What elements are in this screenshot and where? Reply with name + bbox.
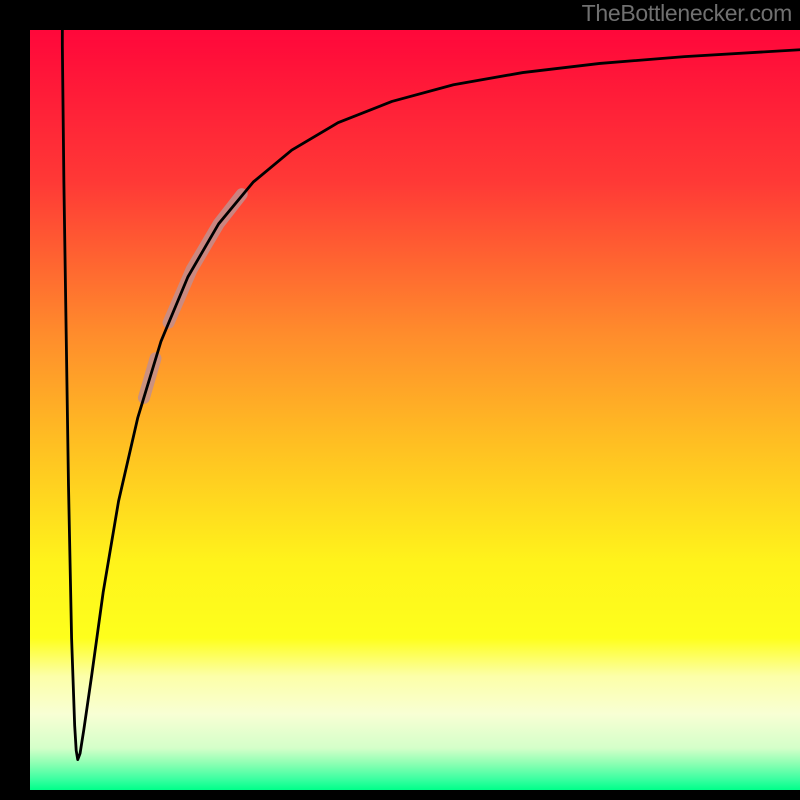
- chart-container: TheBottlenecker.com: [0, 0, 800, 800]
- chart-background: [30, 30, 800, 790]
- watermark-text: TheBottlenecker.com: [582, 0, 792, 27]
- bottleneck-chart: [0, 0, 800, 800]
